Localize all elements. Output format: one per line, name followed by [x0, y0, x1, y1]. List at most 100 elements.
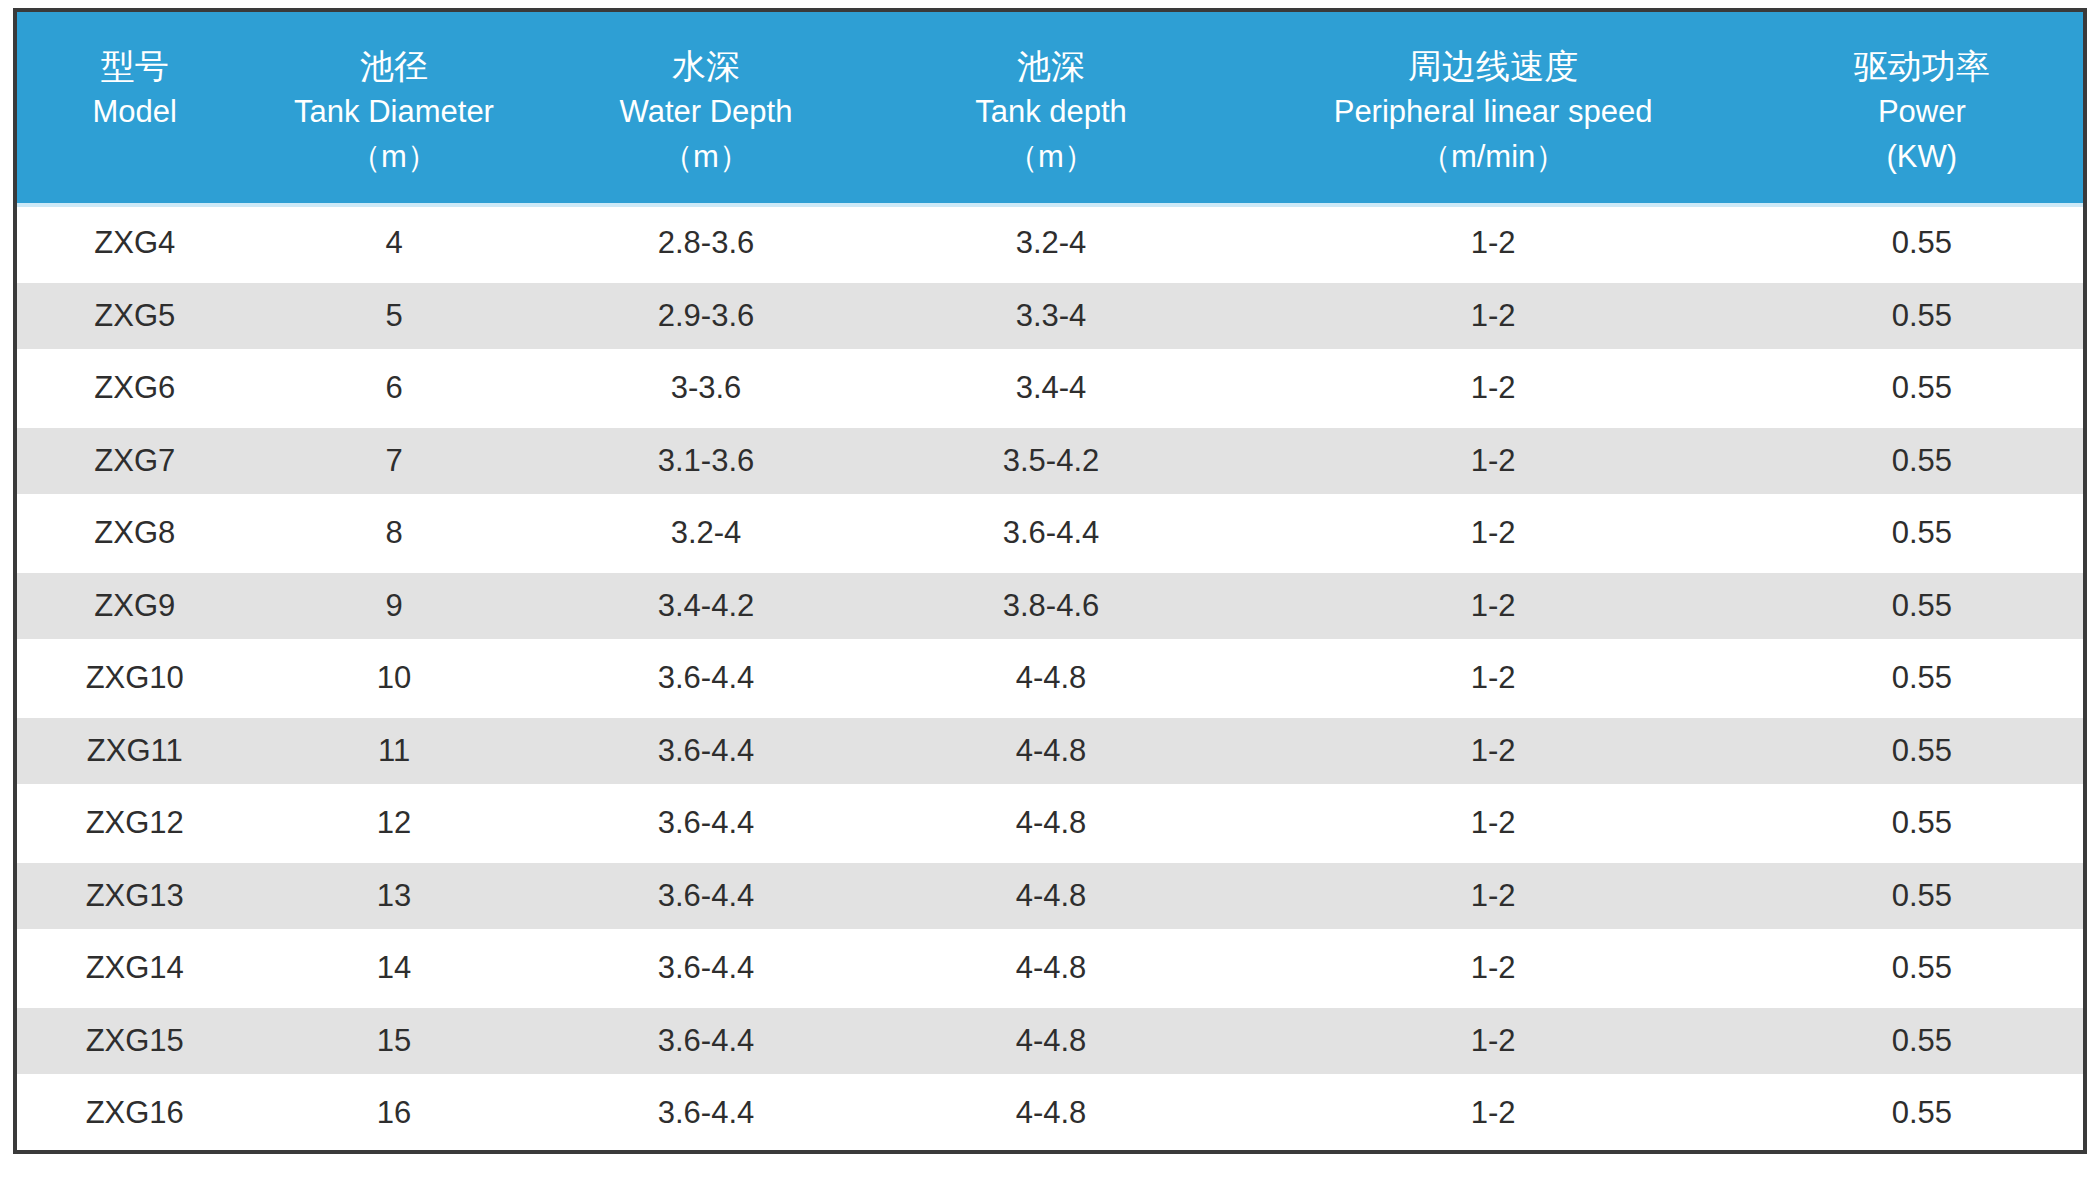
table-row: ZXG4 4 2.8-3.6 3.2-4 1-2 0.55	[17, 207, 2083, 280]
table-cell-tank-depth: 4-4.8	[876, 642, 1225, 715]
table-cell-power: 0.55	[1761, 280, 2083, 353]
table-cell-peripheral-linear-speed: 1-2	[1226, 787, 1761, 860]
table-cell-peripheral-linear-speed: 1-2	[1226, 1005, 1761, 1078]
table-cell-water-depth: 3.6-4.4	[536, 787, 877, 860]
table-cell-water-depth: 3-3.6	[536, 352, 877, 425]
column-header-water-depth-unit: （m）	[537, 134, 876, 179]
table-row: ZXG15 15 3.6-4.4 4-4.8 1-2 0.55	[17, 1005, 2083, 1078]
table-cell-water-depth: 2.9-3.6	[536, 280, 877, 353]
table-cell-water-depth: 3.1-3.6	[536, 425, 877, 498]
table-cell-model: ZXG7	[17, 425, 253, 498]
table-cell-tank-depth: 4-4.8	[876, 1005, 1225, 1078]
table-cell-water-depth: 2.8-3.6	[536, 207, 877, 280]
table-cell-tank-diameter: 13	[253, 860, 536, 933]
table-header-row: 型号 Model 池径 Tank Diameter （m） 水深 Water D…	[17, 12, 2083, 207]
spec-sheet: 型号 Model 池径 Tank Diameter （m） 水深 Water D…	[13, 8, 2087, 1154]
table-cell-tank-depth: 4-4.8	[876, 932, 1225, 1005]
table-body: ZXG4 4 2.8-3.6 3.2-4 1-2 0.55 ZXG5 5 2.9…	[17, 207, 2083, 1150]
table-cell-model: ZXG13	[17, 860, 253, 933]
column-header-model-zh: 型号	[18, 44, 252, 89]
column-header-peripheral-linear-speed-zh: 周边线速度	[1227, 44, 1760, 89]
column-header-power-unit: (KW)	[1762, 134, 2082, 179]
table-cell-tank-diameter: 11	[253, 715, 536, 788]
table-cell-tank-diameter: 7	[253, 425, 536, 498]
table-cell-peripheral-linear-speed: 1-2	[1226, 932, 1761, 1005]
table-cell-tank-depth: 4-4.8	[876, 860, 1225, 933]
column-header-power: 驱动功率 Power (KW)	[1761, 12, 2083, 207]
column-header-tank-diameter-en: Tank Diameter	[254, 89, 535, 134]
table-cell-peripheral-linear-speed: 1-2	[1226, 570, 1761, 643]
table-cell-tank-depth: 3.8-4.6	[876, 570, 1225, 643]
table-cell-water-depth: 3.6-4.4	[536, 932, 877, 1005]
table-cell-tank-diameter: 16	[253, 1077, 536, 1150]
table-cell-water-depth: 3.6-4.4	[536, 860, 877, 933]
table-cell-power: 0.55	[1761, 1005, 2083, 1078]
table-cell-model: ZXG11	[17, 715, 253, 788]
table-cell-model: ZXG5	[17, 280, 253, 353]
column-header-water-depth-en: Water Depth	[537, 89, 876, 134]
table-cell-tank-depth: 3.2-4	[876, 207, 1225, 280]
table-row: ZXG9 9 3.4-4.2 3.8-4.6 1-2 0.55	[17, 570, 2083, 643]
table-cell-peripheral-linear-speed: 1-2	[1226, 715, 1761, 788]
table-row: ZXG13 13 3.6-4.4 4-4.8 1-2 0.55	[17, 860, 2083, 933]
table-cell-model: ZXG14	[17, 932, 253, 1005]
table-cell-peripheral-linear-speed: 1-2	[1226, 497, 1761, 570]
column-header-tank-depth-zh: 池深	[877, 44, 1224, 89]
table-cell-model: ZXG12	[17, 787, 253, 860]
table-row: ZXG5 5 2.9-3.6 3.3-4 1-2 0.55	[17, 280, 2083, 353]
column-header-water-depth-zh: 水深	[537, 44, 876, 89]
table-cell-tank-depth: 3.3-4	[876, 280, 1225, 353]
table-cell-water-depth: 3.6-4.4	[536, 642, 877, 715]
table-cell-water-depth: 3.6-4.4	[536, 1005, 877, 1078]
table-cell-tank-depth: 3.5-4.2	[876, 425, 1225, 498]
table-cell-peripheral-linear-speed: 1-2	[1226, 642, 1761, 715]
table-cell-tank-diameter: 5	[253, 280, 536, 353]
table-cell-tank-depth: 4-4.8	[876, 1077, 1225, 1150]
table-row: ZXG10 10 3.6-4.4 4-4.8 1-2 0.55	[17, 642, 2083, 715]
column-header-model-en: Model	[18, 89, 252, 134]
table-cell-power: 0.55	[1761, 1077, 2083, 1150]
table-cell-power: 0.55	[1761, 642, 2083, 715]
column-header-power-en: Power	[1762, 89, 2082, 134]
table-cell-power: 0.55	[1761, 570, 2083, 643]
table-cell-water-depth: 3.2-4	[536, 497, 877, 570]
column-header-peripheral-linear-speed-en: Peripheral linear speed	[1227, 89, 1760, 134]
table-cell-tank-diameter: 14	[253, 932, 536, 1005]
table-row: ZXG12 12 3.6-4.4 4-4.8 1-2 0.55	[17, 787, 2083, 860]
table-cell-tank-depth: 3.4-4	[876, 352, 1225, 425]
table-row: ZXG14 14 3.6-4.4 4-4.8 1-2 0.55	[17, 932, 2083, 1005]
table-cell-peripheral-linear-speed: 1-2	[1226, 425, 1761, 498]
table-cell-peripheral-linear-speed: 1-2	[1226, 280, 1761, 353]
column-header-model: 型号 Model	[17, 12, 253, 207]
table-cell-tank-diameter: 8	[253, 497, 536, 570]
table-cell-model: ZXG8	[17, 497, 253, 570]
column-header-power-zh: 驱动功率	[1762, 44, 2082, 89]
table-row: ZXG16 16 3.6-4.4 4-4.8 1-2 0.55	[17, 1077, 2083, 1150]
table-cell-model: ZXG6	[17, 352, 253, 425]
table-cell-model: ZXG4	[17, 207, 253, 280]
table-cell-power: 0.55	[1761, 715, 2083, 788]
table-row: ZXG11 11 3.6-4.4 4-4.8 1-2 0.55	[17, 715, 2083, 788]
table-cell-tank-diameter: 6	[253, 352, 536, 425]
table-cell-power: 0.55	[1761, 352, 2083, 425]
table-cell-peripheral-linear-speed: 1-2	[1226, 860, 1761, 933]
table-cell-tank-diameter: 15	[253, 1005, 536, 1078]
table-cell-power: 0.55	[1761, 425, 2083, 498]
table-cell-tank-depth: 4-4.8	[876, 715, 1225, 788]
table-cell-power: 0.55	[1761, 207, 2083, 280]
column-header-tank-diameter-unit: （m）	[254, 134, 535, 179]
table-row: ZXG8 8 3.2-4 3.6-4.4 1-2 0.55	[17, 497, 2083, 570]
table-cell-power: 0.55	[1761, 860, 2083, 933]
column-header-tank-depth-en: Tank depth	[877, 89, 1224, 134]
table-cell-peripheral-linear-speed: 1-2	[1226, 352, 1761, 425]
table-cell-tank-diameter: 4	[253, 207, 536, 280]
column-header-peripheral-linear-speed-unit: （m/min）	[1227, 134, 1760, 179]
table-cell-model: ZXG16	[17, 1077, 253, 1150]
table-cell-tank-diameter: 12	[253, 787, 536, 860]
table-cell-model: ZXG10	[17, 642, 253, 715]
table-cell-power: 0.55	[1761, 932, 2083, 1005]
table-cell-power: 0.55	[1761, 497, 2083, 570]
column-header-tank-diameter: 池径 Tank Diameter （m）	[253, 12, 536, 207]
column-header-tank-diameter-zh: 池径	[254, 44, 535, 89]
table-cell-peripheral-linear-speed: 1-2	[1226, 207, 1761, 280]
